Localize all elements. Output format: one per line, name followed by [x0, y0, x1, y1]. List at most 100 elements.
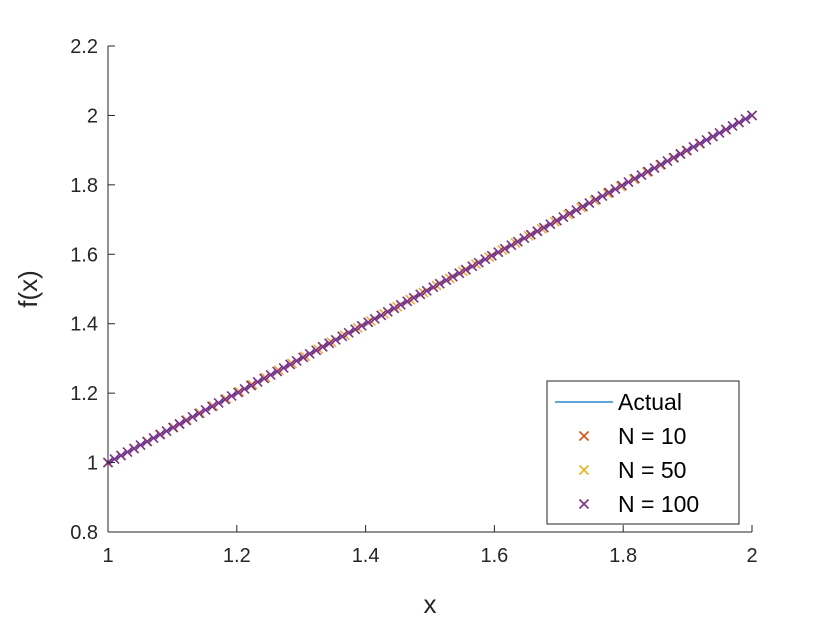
x-tick-label-1.6: 1.6 — [480, 545, 508, 567]
data-point-n-100-42 — [369, 313, 380, 324]
data-point-n-100-57 — [467, 261, 478, 272]
data-point-n-100-35 — [324, 338, 335, 349]
data-point-n-100-33 — [311, 345, 322, 356]
data-point-n-100-81 — [623, 176, 634, 188]
data-point-n-100-43 — [376, 310, 387, 321]
series-n-100 — [102, 110, 758, 468]
data-point-n-100-17 — [207, 401, 218, 412]
data-point-n-100-76 — [590, 194, 601, 205]
data-point-n-100-74 — [577, 201, 588, 212]
data-point-n-100-78 — [603, 187, 614, 198]
data-point-n-100-21 — [233, 387, 244, 398]
x-tick-label-2: 2 — [746, 545, 757, 567]
x-axis-label: x — [424, 589, 437, 619]
legend-label-actual: Actual — [618, 389, 682, 415]
data-point-n-100-29 — [285, 359, 296, 370]
data-point-n-100-95 — [714, 127, 725, 139]
data-point-n-100-97 — [727, 120, 738, 132]
data-point-n-100-46 — [395, 299, 406, 310]
data-point-n-50-26 — [431, 280, 442, 291]
y-tick-label-2.2: 2.2 — [70, 36, 98, 58]
data-point-n-100-63 — [506, 240, 517, 251]
data-point-n-100-45 — [389, 303, 400, 314]
legend-box — [546, 380, 740, 525]
data-point-n-100-60 — [486, 250, 497, 261]
data-point-n-100-3 — [115, 450, 127, 461]
data-point-n-100-66 — [525, 229, 536, 240]
data-point-n-100-52 — [434, 278, 445, 289]
data-point-n-100-27 — [272, 366, 283, 377]
axes: 1 1.2 1.4 1.6 1.8 20.811.21.41.61.822.2 — [70, 36, 757, 567]
data-point-n-100-62 — [499, 243, 510, 254]
data-point-n-100-49 — [415, 289, 426, 300]
legend-swatch-n-10 — [578, 430, 590, 442]
plot-area — [102, 110, 758, 468]
legend-swatch-n-100 — [578, 498, 590, 510]
y-tick-label-0.8: 0.8 — [70, 522, 98, 544]
data-point-n-100-10 — [161, 425, 172, 437]
data-point-n-100-71 — [558, 212, 569, 223]
data-point-n-100-69 — [545, 219, 556, 230]
data-point-n-100-8 — [148, 432, 159, 444]
data-point-n-100-37 — [337, 331, 348, 342]
data-point-n-100-90 — [681, 145, 693, 156]
data-point-n-100-85 — [649, 162, 660, 174]
legend-label-n-10: N = 10 — [618, 423, 686, 449]
data-point-n-100-47 — [402, 296, 413, 307]
data-point-n-100-88 — [668, 152, 680, 163]
data-point-n-100-75 — [584, 198, 595, 209]
data-point-n-100-30 — [291, 355, 302, 366]
data-point-n-100-11 — [167, 422, 179, 433]
data-point-n-100-19 — [220, 394, 231, 405]
data-point-n-100-92 — [694, 138, 706, 149]
data-point-n-100-38 — [343, 327, 354, 338]
data-point-n-100-70 — [551, 215, 562, 226]
data-point-n-100-86 — [655, 159, 666, 170]
data-point-n-100-32 — [304, 348, 315, 359]
data-point-n-100-65 — [519, 233, 530, 244]
data-point-n-100-80 — [616, 180, 627, 191]
data-point-n-100-89 — [675, 148, 686, 160]
y-tick-label-1.6: 1.6 — [70, 244, 98, 266]
y-tick-label-1: 1 — [87, 453, 98, 475]
data-point-n-100-51 — [428, 282, 439, 293]
data-point-n-100-36 — [330, 334, 341, 345]
data-point-n-100-82 — [629, 173, 640, 184]
data-point-n-100-28 — [278, 362, 289, 373]
data-point-n-100-56 — [460, 264, 471, 275]
y-axis-label: f(x) — [13, 270, 43, 308]
data-point-n-100-93 — [701, 134, 712, 146]
data-point-n-100-7 — [141, 436, 153, 447]
legend-label-n-100: N = 100 — [618, 491, 699, 517]
y-tick-label-2: 2 — [87, 105, 98, 127]
data-point-n-100-58 — [473, 257, 484, 268]
data-point-n-100-91 — [688, 141, 699, 153]
data-point-n-100-83 — [636, 169, 647, 181]
x-tick-label-1.8: 1.8 — [609, 545, 637, 567]
data-point-n-100-41 — [363, 317, 374, 328]
data-point-n-100-24 — [252, 376, 263, 387]
data-point-n-100-20 — [226, 390, 237, 402]
y-tick-label-1.4: 1.4 — [70, 314, 98, 336]
data-point-n-100-67 — [532, 226, 543, 237]
data-point-n-100-14 — [187, 411, 198, 423]
data-point-n-100-39 — [350, 324, 361, 335]
data-point-n-100-31 — [298, 352, 309, 363]
data-point-n-100-23 — [246, 380, 257, 391]
legend-label-n-50: N = 50 — [618, 457, 686, 483]
data-point-n-100-68 — [538, 222, 549, 233]
data-point-n-100-26 — [265, 369, 276, 380]
data-point-n-100-6 — [135, 439, 146, 451]
legend: Actual N = 10 N = 50 N = 100 — [546, 380, 740, 525]
data-point-n-100-16 — [200, 404, 211, 416]
data-point-n-100-79 — [610, 183, 621, 195]
data-point-n-100-59 — [480, 254, 491, 265]
legend-swatch-n-50 — [578, 464, 590, 476]
x-tick-label-1.2: 1.2 — [223, 545, 251, 567]
data-point-n-100-98 — [733, 117, 745, 128]
data-point-n-100-77 — [597, 191, 608, 202]
data-point-n-50-25 — [418, 287, 429, 298]
data-point-n-100-18 — [213, 397, 224, 409]
data-point-n-100-44 — [382, 306, 393, 317]
